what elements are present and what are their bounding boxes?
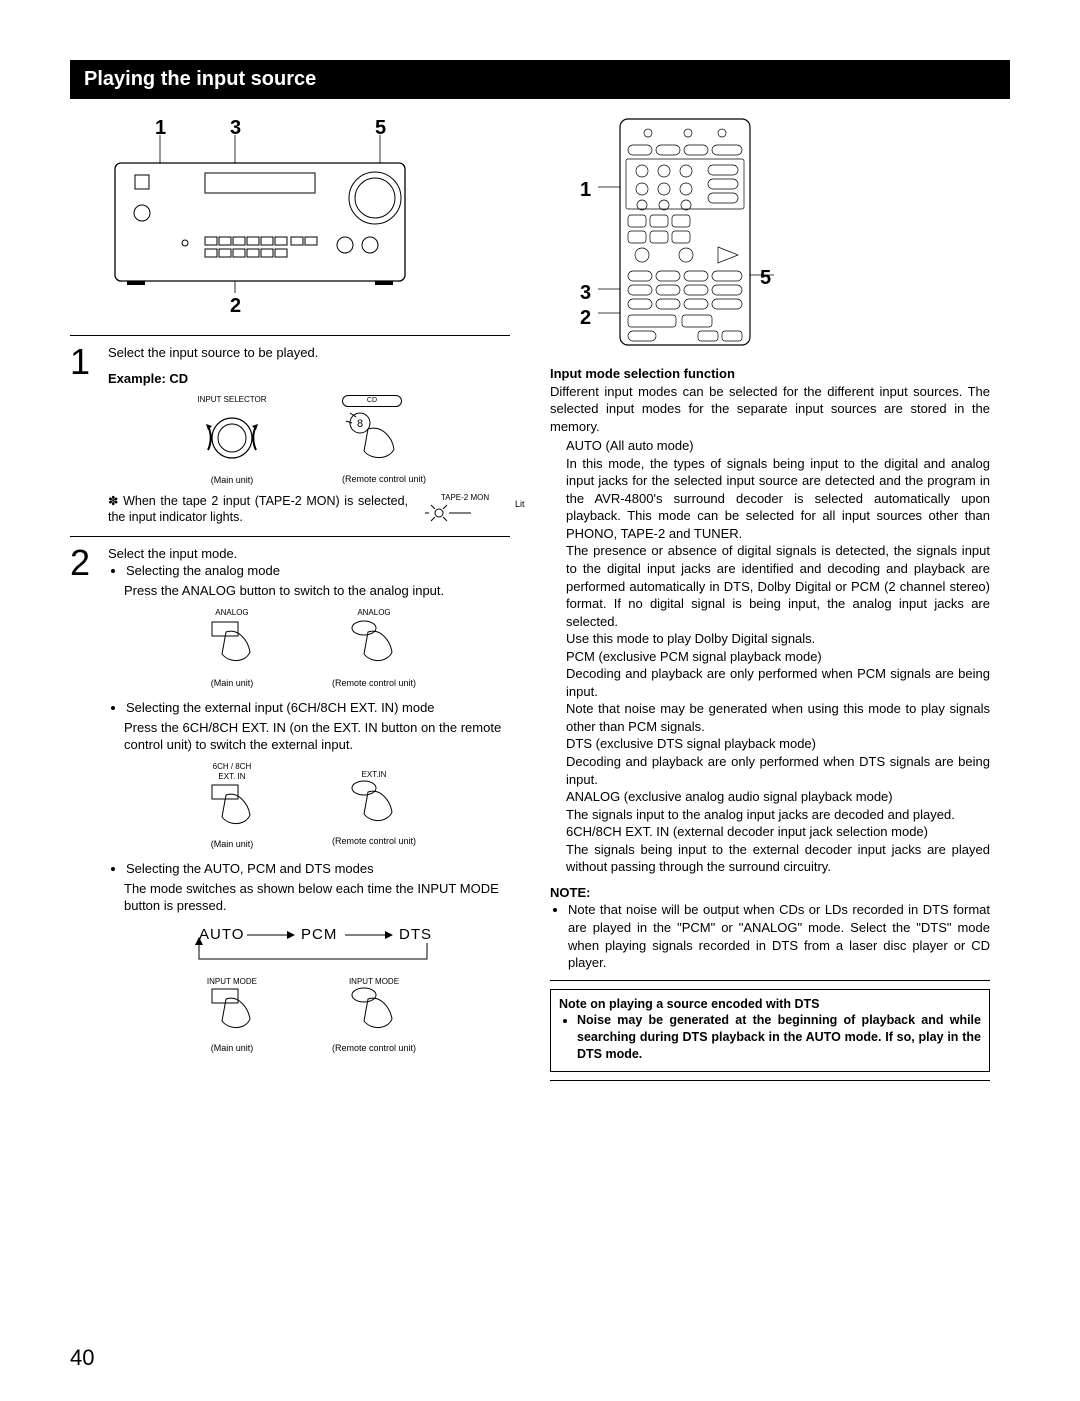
input-selector-dial: INPUT SELECTOR (Main unit): [192, 395, 272, 486]
auto-body3: Use this mode to play Dolby Digital sign…: [566, 630, 990, 648]
note-head: NOTE:: [550, 884, 990, 902]
button-press-icon: [344, 618, 404, 668]
separator: [550, 980, 990, 981]
svg-text:PCM: PCM: [301, 926, 337, 943]
step2-line-a2: Press the ANALOG button to switch to the…: [124, 582, 510, 600]
label-inputmode-remote: INPUT MODE: [332, 977, 416, 988]
mode-flow: AUTO PCM DTS: [108, 925, 510, 969]
right-column: 1 3 2 5: [550, 115, 990, 1089]
svg-text:AUTO: AUTO: [199, 926, 244, 943]
step-number-1: 1: [70, 344, 102, 380]
step2-bullet-b: Selecting the external input (6CH/8CH EX…: [126, 699, 510, 717]
step-1: 1 Select the input source to be played. …: [70, 344, 510, 528]
lit-indicator-icon: [423, 503, 493, 523]
dts-note-box: Note on playing a source encoded with DT…: [550, 989, 990, 1073]
label-main-unit: (Main unit): [202, 677, 262, 689]
svg-text:DTS: DTS: [399, 926, 432, 943]
step2-line1: Select the input mode.: [108, 545, 510, 563]
analog-line: ANALOG (exclusive analog audio signal pl…: [566, 788, 990, 806]
separator: [70, 536, 510, 537]
remote-diagram: 1 3 2 5: [550, 115, 990, 355]
button-press-icon: [344, 780, 404, 826]
box-body: Noise may be generated at the beginning …: [577, 1012, 981, 1063]
tape2-note-row: ✽ When the tape 2 input (TAPE-2 MON) is …: [108, 493, 510, 528]
step-number-2: 2: [70, 545, 102, 581]
step1-text: Select the input source to be played.: [108, 344, 510, 362]
dial-icon: [192, 406, 272, 466]
lit-label: Lit: [515, 499, 525, 509]
section-title: Playing the input source: [70, 60, 1010, 99]
box-head: Note on playing a source encoded with DT…: [559, 996, 981, 1013]
page-number: 40: [70, 1343, 94, 1373]
label-remote-unit: (Remote control unit): [332, 677, 416, 689]
callout-r1: 1: [580, 177, 591, 204]
label-remote-unit: (Remote control unit): [332, 1042, 416, 1054]
pcm-body: Decoding and playback are only performed…: [566, 665, 990, 700]
step2-bullet-a: Selecting the analog mode: [126, 562, 510, 580]
ext-body: The signals being input to the external …: [566, 841, 990, 876]
receiver-icon: [95, 133, 425, 293]
flow-arrows-icon: AUTO PCM DTS: [169, 925, 449, 969]
label-analog-main: ANALOG: [202, 608, 262, 619]
callout-r3: 3: [580, 280, 591, 307]
label-input-selector: INPUT SELECTOR: [192, 395, 272, 406]
content-columns: 1 3 5 2: [70, 115, 1010, 1089]
auto-body2: The presence or absence of digital signa…: [566, 542, 990, 630]
step2-analog-diagrams: ANALOG (Main unit) ANALOG (Rem: [108, 608, 510, 689]
auto-line: AUTO (All auto mode): [566, 437, 990, 455]
pcm-body2: Note that noise may be generated when us…: [566, 700, 990, 735]
step1-diagram-group: INPUT SELECTOR (Main unit): [108, 395, 510, 486]
step-2: 2 Select the input mode. Selecting the a…: [70, 545, 510, 1058]
button-press-icon: [202, 987, 262, 1033]
callout-2: 2: [230, 293, 241, 320]
step2-line-b2: Press the 6CH/8CH EXT. IN (on the EXT. I…: [124, 719, 510, 754]
label-remote-unit: (Remote control unit): [342, 473, 426, 485]
analog-body: The signals input to the analog input ja…: [566, 806, 990, 824]
step2-bullet-c: Selecting the AUTO, PCM and DTS modes: [126, 860, 510, 878]
mode-heading: Input mode selection function: [550, 365, 990, 383]
svg-text:8: 8: [357, 418, 363, 430]
separator: [550, 1080, 990, 1081]
note-body: Note that noise will be output when CDs …: [568, 901, 990, 971]
label-main-unit: (Main unit): [192, 474, 272, 486]
button-press-icon: [202, 618, 262, 668]
step1-example: Example: CD: [108, 370, 510, 388]
main-unit-diagram: 1 3 5 2: [70, 115, 510, 315]
separator: [70, 335, 510, 336]
label-remote-unit: (Remote control unit): [332, 835, 416, 847]
left-column: 1 3 5 2: [70, 115, 510, 1089]
dts-line: DTS (exclusive DTS signal playback mode): [566, 735, 990, 753]
tape2mon-label: TAPE-2 MON: [420, 493, 510, 504]
label-extin-main: EXT. IN: [202, 772, 262, 783]
dts-body: Decoding and playback are only performed…: [566, 753, 990, 788]
button-press-icon: [344, 987, 404, 1033]
label-analog-remote: ANALOG: [332, 608, 416, 619]
callout-r2: 2: [580, 305, 591, 332]
step2-extin-diagrams: 6CH / 8CH EXT. IN (Main unit) EXT.IN: [108, 762, 510, 850]
label-inputmode-main: INPUT MODE: [202, 977, 262, 988]
hand-press-icon: 8: [342, 409, 402, 465]
pcm-line: PCM (exclusive PCM signal playback mode): [566, 648, 990, 666]
label-extin-remote: EXT.IN: [332, 770, 416, 781]
label-main-unit: (Main unit): [202, 838, 262, 850]
cd-button-hand: CD 8 (Remote control unit): [342, 395, 426, 486]
auto-body: In this mode, the types of signals being…: [566, 455, 990, 543]
button-press-icon: [202, 783, 262, 829]
step2-inputmode-diagrams: INPUT MODE (Main unit) INPUT MODE: [108, 977, 510, 1054]
tape2-note: ✽ When the tape 2 input (TAPE-2 MON) is …: [108, 493, 408, 527]
label-6ch: 6CH / 8CH: [202, 762, 262, 773]
remote-icon: [598, 115, 778, 351]
ext-line: 6CH/8CH EXT. IN (external decoder input …: [566, 823, 990, 841]
mode-para1: Different input modes can be selected fo…: [550, 383, 990, 436]
label-main-unit: (Main unit): [202, 1042, 262, 1054]
step2-line-c2: The mode switches as shown below each ti…: [124, 880, 510, 915]
cd-pill: CD: [342, 395, 402, 406]
